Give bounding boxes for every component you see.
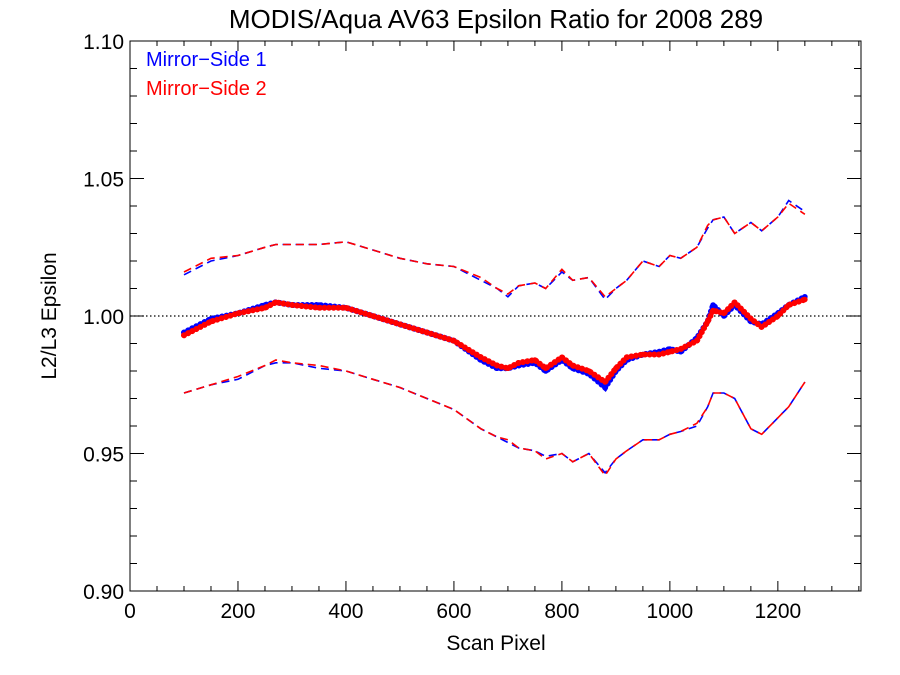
mirror-side-2-point (208, 318, 214, 325)
mirror-side-2-point (613, 365, 619, 372)
mirror-side-2-lower-bound (183, 359, 806, 477)
mirror-side-2-point (731, 299, 738, 306)
mirror-side-2-point (559, 354, 565, 361)
x-tick-label: 1000 (647, 600, 694, 623)
plot-area: 0 200 400 600 800 1000 1200 0.90 0.95 1.00 1.05 1.1… (83, 31, 862, 623)
mirror-side-2-point (424, 329, 430, 336)
mirror-side-2-point (667, 348, 673, 355)
mirror-side-2-point (451, 337, 457, 344)
mirror-side-2-point (586, 368, 592, 374)
mirror-side-2-point (640, 351, 646, 358)
mirror-side-2-upper-bound (183, 202, 806, 298)
legend: Mirror−Side 1 Mirror−Side 2 (146, 49, 267, 100)
mirror-side-2-point (656, 351, 662, 358)
mirror-side-2-point (748, 315, 754, 322)
mirror-side-2-point (515, 359, 522, 366)
mirror-side-2-point (623, 354, 630, 361)
y-tick-label: 1.10 (83, 31, 124, 54)
mirror-side-2-point (710, 307, 716, 314)
mirror-side-2-point (758, 324, 765, 330)
x-tick-label: 0 (124, 600, 136, 623)
x-tick-label: 400 (328, 600, 363, 623)
legend-mirror-side-2: Mirror−Side 2 (146, 78, 267, 100)
mirror-side-2-point (677, 346, 684, 352)
mirror-side-2-point (262, 304, 268, 311)
mirror-side-2-point (802, 296, 808, 303)
mirror-side-2-point (694, 337, 700, 344)
x-tick-label: 600 (436, 600, 471, 623)
mirror-side-2-point (494, 362, 500, 369)
mirror-side-1-point (602, 384, 608, 391)
y-tick-label: 0.90 (83, 581, 124, 604)
legend-mirror-side-1: Mirror−Side 1 (146, 49, 267, 71)
mirror-side-2-point (316, 304, 322, 311)
mirror-side-2-point (272, 299, 279, 306)
mirror-side-2-point (542, 365, 549, 372)
x-tick-label: 800 (544, 600, 579, 623)
mirror-side-2-point (343, 304, 349, 311)
mirror-side-2-point (397, 321, 403, 328)
mirror-side-2-point (569, 362, 576, 369)
mirror-side-2-point (370, 313, 376, 319)
mirror-side-2-point (235, 310, 241, 317)
chart-title: MODIS/Aqua AV63 Epsilon Ratio for 2008 2… (229, 4, 763, 34)
mirror-side-1-upper-bound (183, 199, 806, 301)
y-axis-title: L2/L3 Epsilon (38, 252, 61, 379)
y-tick-label: 0.95 (83, 444, 124, 467)
y-tick-label: 1.05 (83, 169, 124, 192)
mirror-side-2-point (775, 313, 781, 319)
y-tick-label: 1.00 (83, 306, 124, 329)
mirror-side-2-point (704, 318, 711, 325)
mirror-side-2-point (289, 302, 295, 308)
x-tick-label: 200 (220, 600, 255, 623)
mirror-side-2-point (478, 354, 484, 361)
mirror-side-2-point (721, 310, 727, 317)
mirror-side-2-point (505, 365, 511, 372)
mirror-side-1-lower-bound (183, 362, 806, 475)
mirror-side-1-point (710, 302, 716, 308)
mirror-side-2-point (181, 332, 187, 339)
x-axis-title: Scan Pixel (446, 632, 545, 655)
mirror-side-2-point (602, 379, 608, 385)
x-tick-label: 1200 (754, 600, 801, 623)
mirror-side-2-point (785, 302, 792, 308)
mirror-side-2-point (532, 357, 538, 363)
